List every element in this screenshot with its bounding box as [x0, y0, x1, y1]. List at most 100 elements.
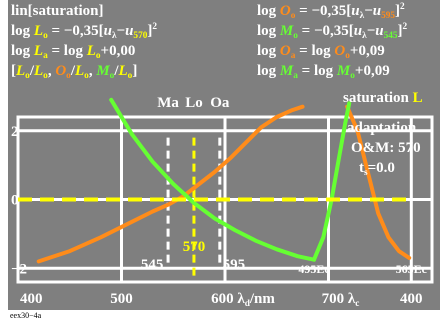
right-header-line-part: M — [336, 63, 351, 79]
end-label: 565Ec — [396, 262, 428, 276]
header-line-part: L — [33, 43, 43, 59]
header-line: lin[saturation] — [11, 3, 104, 19]
header-line-part: 570 — [133, 31, 147, 41]
wavelength-label: 570 — [183, 239, 206, 255]
right-header-line: log Mo = −0,35[uλ−u545]2 — [257, 22, 408, 41]
right-header-line-part: O — [280, 3, 291, 19]
header-line: log Lo = −0,35[uλ−u570]2 — [11, 22, 157, 41]
header-line-part: O — [55, 63, 66, 79]
y-tick-label: −2 — [11, 261, 27, 277]
right-header-line-part: +0,09 — [350, 43, 385, 59]
marker-label: Oa — [210, 95, 230, 111]
y-tick-label: 2 — [11, 124, 19, 140]
x-tick-label-part: 400 — [400, 291, 423, 307]
header-line-part: L — [74, 63, 84, 79]
right-label-part: =0.0 — [368, 160, 395, 176]
right-header-line-part: = log — [295, 43, 334, 59]
header-line-part: − — [117, 23, 126, 39]
marker-label: Ma — [157, 95, 179, 111]
right-header-line-part: ] — [395, 3, 400, 19]
header-line-part: / — [70, 63, 76, 79]
series-line — [312, 101, 352, 262]
end-label: 495Ec — [298, 262, 330, 276]
x-tick-label-part: 700 — [322, 291, 348, 307]
right-header-line-part: o — [345, 51, 350, 61]
header-line-part: , — [89, 63, 97, 79]
right-header-line: log Ma = log Mo+0,09 — [257, 63, 390, 81]
header-line-part: 2 — [152, 22, 157, 32]
right-label: adaptation — [347, 120, 417, 136]
header-line-part: o — [84, 71, 89, 81]
header-line-part: L — [33, 63, 43, 79]
right-header-line-part: log — [257, 3, 280, 19]
right-label: O&M: 570 — [351, 140, 421, 156]
right-header-line-part: 2 — [400, 2, 405, 12]
right-header-line: log Oo = −0,35[uλ−u595]2 — [257, 2, 405, 21]
right-header-line-part: u — [354, 23, 362, 39]
right-header-line-part: O — [280, 43, 291, 59]
x-tick-label-part: 500 — [110, 291, 133, 307]
bottom-label: eex30−4a — [10, 311, 42, 320]
right-label-part: O&M: 570 — [351, 140, 421, 156]
header-line-part: L — [118, 63, 128, 79]
right-header-line-part: 2 — [403, 22, 408, 32]
header-line-part: o — [66, 71, 71, 81]
right-header-line-part: o — [350, 71, 355, 81]
x-tick-label-part: λ — [348, 291, 356, 307]
series-line — [36, 104, 305, 264]
header-line: log La = log Lo+0,00 — [11, 43, 135, 61]
right-header-line-part: u — [351, 3, 359, 19]
x-tick-label: 400 — [20, 291, 43, 307]
x-tick-label-part: λ — [237, 291, 245, 307]
header-line-part: M — [95, 63, 110, 79]
header-line-part: o — [25, 71, 30, 81]
x-tick-label: 700 λc — [322, 291, 360, 309]
right-header-line-part: λ — [360, 11, 365, 21]
right-header-line-part: 545 — [384, 31, 398, 41]
header-line-part: u — [104, 23, 112, 39]
text-layer: 400 500 600 λd/nm 700 λc 40020−2lin[saturati… — [11, 2, 428, 309]
right-header-line-part: λ — [362, 31, 367, 41]
header-line-part: = −0,35[ — [48, 23, 104, 39]
right-header-line-part: +0,09 — [355, 63, 390, 79]
right-header-line-part: O — [334, 43, 345, 59]
header-line-part: ] — [147, 23, 152, 39]
header-line-part: log — [11, 43, 34, 59]
right-header-line-part: − — [364, 3, 373, 19]
right-label-part: s — [364, 168, 368, 178]
x-tick-label: 600 λd/nm — [211, 291, 275, 309]
right-header-line-part: = −0,35[ — [298, 23, 354, 39]
header-line-part: L — [15, 63, 25, 79]
right-label-part: L — [413, 90, 423, 106]
right-header-line-part: o — [291, 11, 296, 21]
header-line-part: λ — [112, 31, 117, 41]
right-header-line-part: a — [291, 51, 296, 61]
right-header-line-part: M — [279, 23, 294, 39]
header-line-part: o — [43, 71, 48, 81]
x-tick-label: 500 — [110, 291, 133, 307]
right-label-part: saturation — [343, 90, 413, 106]
header-line: [Lo/Lo, Oo/Lo, Mo/Lo] — [11, 63, 137, 81]
right-label-part: adaptation — [347, 120, 417, 136]
right-header-line-part: u — [375, 23, 383, 39]
header-line-part: , — [48, 63, 56, 79]
right-header-line-part: u — [373, 3, 381, 19]
header-line-part: o — [128, 71, 133, 81]
x-tick-label-part: 400 — [20, 291, 43, 307]
x-tick-label: 400 — [400, 291, 423, 307]
right-header-line-part: M — [279, 63, 294, 79]
header-line-part: = log — [48, 43, 87, 59]
x-tick-label-part: 600 — [211, 291, 237, 307]
right-header-line-part: a — [293, 71, 298, 81]
right-header-line: log Oa = log Oo+0,09 — [257, 43, 385, 61]
header-line-part: o — [43, 31, 48, 41]
right-label: ts=0.0 — [359, 160, 395, 178]
right-header-line-part: ] — [398, 23, 403, 39]
right-header-line-part: o — [293, 31, 298, 41]
right-header-line-part: = log — [298, 63, 337, 79]
header-line-part: +0,00 — [101, 43, 136, 59]
wavelength-label: 545 — [141, 257, 164, 273]
series-layer — [18, 97, 412, 264]
header-line-part: [ — [11, 63, 16, 79]
